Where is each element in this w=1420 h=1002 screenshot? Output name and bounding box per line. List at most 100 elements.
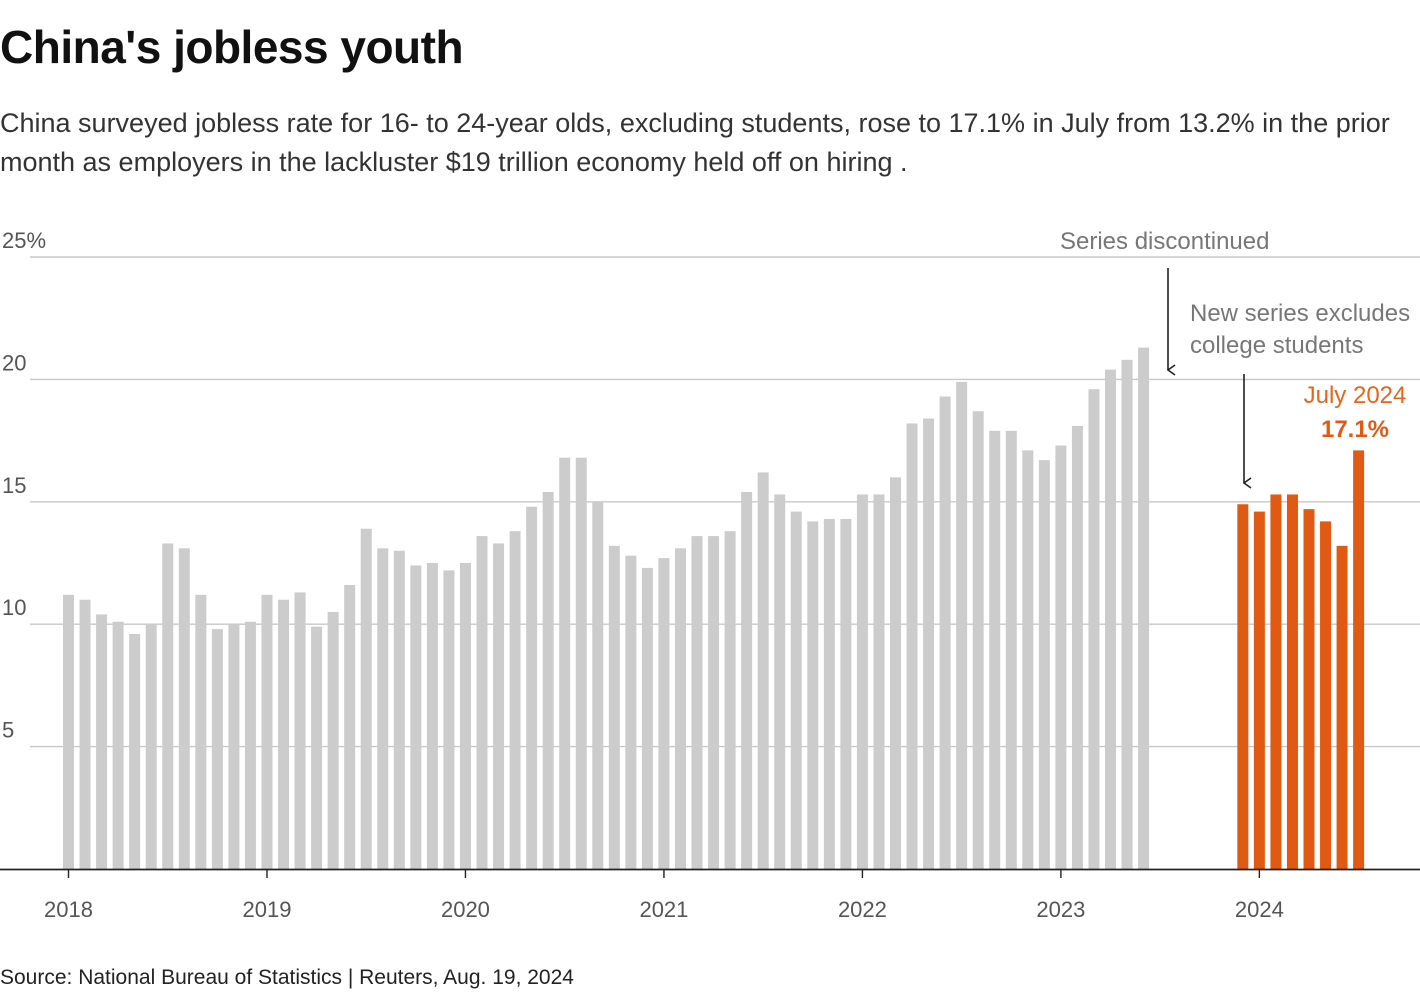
bar-new-series bbox=[1303, 509, 1315, 869]
bar-new-series bbox=[1270, 494, 1282, 869]
bar-new-series bbox=[1336, 545, 1348, 869]
bar-old-series bbox=[575, 457, 587, 869]
bar-old-series bbox=[393, 550, 405, 869]
page-subtitle: China surveyed jobless rate for 16- to 2… bbox=[0, 108, 1390, 177]
bar-old-series bbox=[162, 543, 174, 869]
bar-new-series bbox=[1237, 504, 1249, 869]
bar-old-series bbox=[956, 381, 968, 869]
x-tick-label: 2024 bbox=[1235, 897, 1284, 922]
y-tick-label: 20 bbox=[2, 350, 26, 375]
x-tick-label: 2022 bbox=[838, 897, 887, 922]
bar-old-series bbox=[774, 494, 786, 869]
bar-old-series bbox=[410, 565, 422, 869]
bar-old-series bbox=[840, 518, 852, 869]
bar-old-series bbox=[493, 543, 505, 869]
bar-new-series bbox=[1320, 521, 1332, 869]
y-tick-label: 10 bbox=[2, 595, 26, 620]
bar-old-series bbox=[559, 457, 571, 869]
bar-old-series bbox=[658, 558, 670, 869]
bar-old-series bbox=[1071, 425, 1083, 869]
x-axis: 2018 2019 2020 2021 2022 2023 2024 bbox=[0, 868, 1420, 922]
bar-old-series bbox=[1088, 389, 1100, 869]
bar-old-series bbox=[923, 418, 935, 869]
bar-old-series bbox=[294, 592, 306, 869]
highlight-label: July 2024 bbox=[1304, 382, 1407, 409]
bar-old-series bbox=[228, 624, 240, 869]
new-series-label-line2: college students bbox=[1190, 332, 1363, 359]
bar-old-series bbox=[1038, 460, 1050, 869]
bar-old-series bbox=[807, 521, 819, 869]
bar-old-series bbox=[674, 548, 686, 869]
bar-old-series bbox=[856, 494, 868, 869]
bar-old-series bbox=[873, 494, 885, 869]
bar-new-series bbox=[1353, 450, 1365, 869]
bar-old-series bbox=[989, 430, 1001, 869]
bar-old-series bbox=[724, 531, 736, 869]
annotation-new-series: New series excludes college students bbox=[1190, 300, 1410, 483]
bar-old-series bbox=[360, 528, 372, 869]
bar-old-series bbox=[641, 567, 653, 869]
bar-old-series bbox=[1121, 359, 1133, 869]
highlight-value: 17.1% bbox=[1321, 416, 1389, 443]
bar-old-series bbox=[741, 492, 753, 869]
bar-old-series bbox=[63, 594, 74, 869]
y-axis-labels: 25% 20 15 10 5 bbox=[2, 228, 46, 743]
bar-old-series bbox=[906, 423, 918, 869]
page-title: China's jobless youth bbox=[0, 21, 464, 73]
bar-old-series bbox=[757, 472, 769, 869]
bar-old-series bbox=[344, 585, 356, 869]
bar-old-series bbox=[327, 611, 339, 869]
bar-old-series bbox=[1022, 450, 1034, 869]
bar-old-series bbox=[592, 501, 604, 869]
bar-old-series bbox=[890, 477, 901, 869]
bar-old-series bbox=[443, 570, 455, 869]
x-tick-label: 2023 bbox=[1036, 897, 1085, 922]
bars bbox=[63, 347, 1365, 870]
bar-old-series bbox=[1138, 347, 1150, 870]
x-tick-label: 2019 bbox=[243, 897, 292, 922]
bar-old-series bbox=[1005, 430, 1017, 869]
source-note: Source: National Bureau of Statistics | … bbox=[0, 966, 574, 989]
bar-old-series bbox=[426, 563, 438, 869]
bar-old-series bbox=[526, 506, 538, 869]
bar-old-series bbox=[542, 492, 554, 869]
bar-new-series bbox=[1253, 511, 1265, 869]
bar-old-series bbox=[1055, 445, 1067, 869]
y-tick-label: 25% bbox=[2, 228, 46, 253]
bar-old-series bbox=[509, 531, 521, 869]
bar-old-series bbox=[178, 548, 190, 869]
bar-old-series bbox=[112, 621, 124, 869]
bar-old-series bbox=[708, 536, 720, 869]
new-series-label-line1: New series excludes bbox=[1190, 300, 1410, 327]
x-tick-label: 2020 bbox=[441, 897, 490, 922]
x-tick-label: 2018 bbox=[44, 897, 93, 922]
annotation-july-2024: July 2024 17.1% bbox=[1304, 382, 1407, 443]
bar-old-series bbox=[476, 536, 488, 869]
series-discontinued-label: Series discontinued bbox=[1060, 228, 1269, 255]
bar-old-series bbox=[129, 633, 141, 869]
bar-old-series bbox=[790, 511, 802, 869]
bar-old-series bbox=[79, 599, 91, 869]
y-tick-label: 5 bbox=[2, 718, 14, 743]
bar-old-series bbox=[1105, 369, 1117, 869]
bar-old-series bbox=[96, 614, 108, 869]
x-tick-label: 2021 bbox=[639, 897, 688, 922]
bar-old-series bbox=[823, 518, 835, 869]
bar-old-series bbox=[691, 536, 703, 869]
bar-new-series bbox=[1286, 494, 1298, 869]
bar-old-series bbox=[195, 594, 207, 869]
bar-old-series bbox=[145, 624, 157, 869]
annotation-series-discontinued: Series discontinued bbox=[1060, 228, 1269, 370]
bar-old-series bbox=[244, 621, 256, 869]
bar-old-series bbox=[972, 411, 984, 869]
bar-old-series bbox=[377, 548, 389, 869]
bar-old-series bbox=[311, 626, 323, 869]
bar-old-series bbox=[625, 555, 637, 869]
bar-old-series bbox=[608, 545, 620, 869]
bar-old-series bbox=[939, 396, 951, 869]
y-tick-label: 15 bbox=[2, 473, 26, 498]
bar-old-series bbox=[278, 599, 290, 869]
bar-old-series bbox=[459, 563, 471, 869]
bar-old-series bbox=[211, 629, 223, 869]
